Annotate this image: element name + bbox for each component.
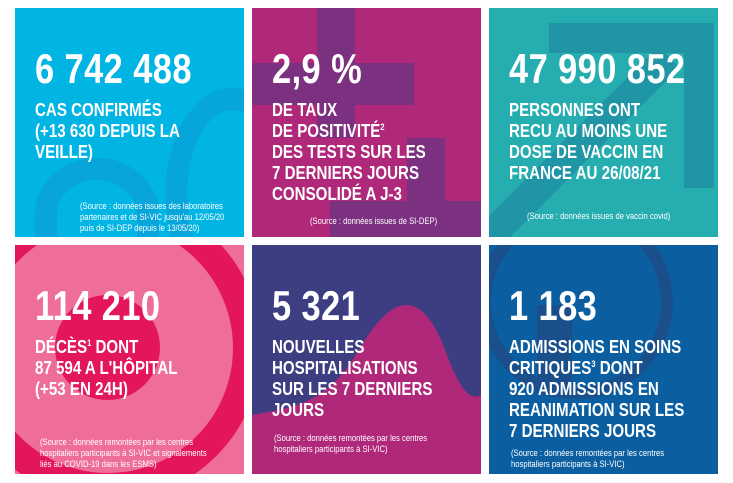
confirmed-cases-label: CAS CONFIRMÉS (+13 630 DEPUIS LA VEILLE) <box>35 100 180 162</box>
deaths-value: 114 210 <box>35 282 161 329</box>
critical-care-label: ADMISSIONS EN SOINS CRITIQUES3 DONT 920 AD… <box>509 337 685 441</box>
source-note: (Source : données issues de vaccin covid… <box>527 211 671 221</box>
hospitalisations-label: NOUVELLES HOSPITALISATIONS SUR LES 7 DERNI… <box>272 337 433 420</box>
source-note: (Source : données remontées par les cent… <box>40 437 207 469</box>
hospitalisations-value: 5 321 <box>272 282 361 329</box>
tile-confirmed-cases: 6 742 488 CAS CONFIRMÉS (+13 630 DEPUIS L… <box>15 8 244 237</box>
decor-info-stem <box>537 305 572 395</box>
decor-target-center <box>55 295 160 400</box>
source-note: (Source : données remontées par les cent… <box>274 433 428 454</box>
positivity-value: 2,9 % <box>272 45 363 92</box>
source-note: (Source : données issues des laboratoire… <box>80 201 225 233</box>
vaccinated-label: PERSONNES ONT RECU AU MOINS UNE DOSE DE VA… <box>509 100 668 183</box>
tile-hospitalisations: 5 321 NOUVELLES HOSPITALISATIONS SUR LES 7… <box>252 245 481 474</box>
tile-positivity-rate: 2,9 % DE TAUX DE POSITIVITÉ2 DES TESTS SUR… <box>252 8 481 237</box>
positivity-label: DE TAUX DE POSITIVITÉ2 DES TESTS SUR LES 7 … <box>272 100 426 204</box>
decor-arrow-icon <box>489 23 714 237</box>
decor-target-icon <box>15 245 244 474</box>
decor-plus-lower-bar <box>330 201 481 237</box>
source-note: (Source : données issues de SI-DEP) <box>310 216 438 226</box>
confirmed-cases-value: 6 742 488 <box>35 45 192 92</box>
deaths-label: DÉCÈS1 DONT 87 594 A L'HÔPITAL (+53 EN 24H… <box>35 337 178 399</box>
tile-critical-care: 1 183 ADMISSIONS EN SOINS CRITIQUES3 DONT… <box>489 245 718 474</box>
decor-wave-icon <box>252 305 481 474</box>
tile-deaths: 114 210 DÉCÈS1 DONT 87 594 A L'HÔPITAL (+5… <box>15 245 244 474</box>
critical-care-value: 1 183 <box>509 282 598 329</box>
decor-plus-bar <box>252 63 414 105</box>
vaccinated-value: 47 990 852 <box>509 45 686 92</box>
source-note: (Source : données remontées par les cent… <box>511 448 665 469</box>
tile-vaccinated: 47 990 852 PERSONNES ONT RECU AU MOINS UN… <box>489 8 718 237</box>
